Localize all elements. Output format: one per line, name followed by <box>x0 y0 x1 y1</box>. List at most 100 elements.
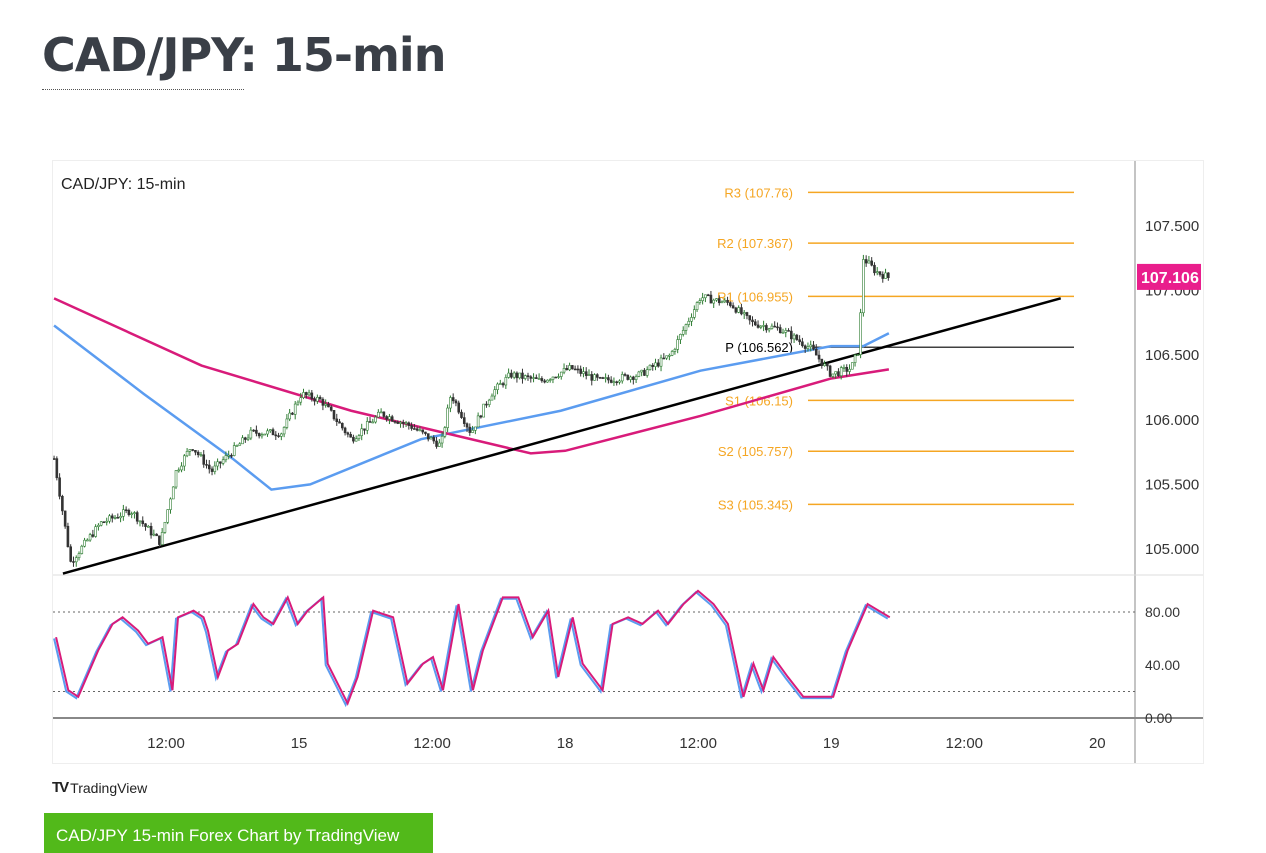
candle-body <box>587 374 591 376</box>
candle-body <box>706 294 710 297</box>
candle-body <box>482 403 485 418</box>
stochastic-d-line <box>55 589 891 706</box>
last-price-badge <box>1137 263 1201 290</box>
candle-body <box>257 433 261 437</box>
candle-body <box>371 421 375 424</box>
candle-body <box>853 354 857 363</box>
candle-body <box>432 437 436 442</box>
candle-body <box>812 344 815 350</box>
candle-body <box>374 416 377 423</box>
candle-body <box>859 312 862 355</box>
candle-body <box>180 465 183 471</box>
candle-body <box>873 264 876 274</box>
candle-body <box>582 371 585 374</box>
candle-body <box>842 366 846 369</box>
candle-body <box>385 416 388 420</box>
candle-body <box>803 345 807 349</box>
trendline <box>62 297 1062 575</box>
pivot-label: S3 (105.345) <box>718 497 793 512</box>
candle-body <box>479 415 483 418</box>
candle-body <box>141 520 145 525</box>
candle-body <box>837 371 840 377</box>
candle-body <box>438 442 441 447</box>
candle-body <box>687 320 691 325</box>
candle-body <box>884 272 887 279</box>
candle-body <box>493 389 497 397</box>
tradingview-logo[interactable]: TV TradingView <box>52 779 147 796</box>
candle-body <box>634 376 638 380</box>
candle-body <box>163 521 167 533</box>
candle-body <box>559 371 563 377</box>
candle-body <box>418 429 422 432</box>
candle-body <box>230 454 233 457</box>
candle-body <box>609 379 613 383</box>
candle-body <box>58 477 61 497</box>
candle-body <box>765 325 768 331</box>
candle-body <box>382 411 386 417</box>
candle-body <box>798 339 801 343</box>
candle-body <box>52 458 56 460</box>
candle-body <box>191 449 194 451</box>
candle-body <box>216 461 219 467</box>
candle-body <box>119 516 122 519</box>
candle-body <box>845 366 849 372</box>
candle-body <box>620 374 624 382</box>
candle-body <box>252 429 255 432</box>
candle-body <box>407 422 411 426</box>
candle-body <box>280 433 283 437</box>
candle-body <box>421 429 424 433</box>
candle-body <box>698 300 702 303</box>
candle-body <box>862 259 865 314</box>
candle-body <box>615 381 619 384</box>
candle-body <box>806 346 810 349</box>
candle-body <box>271 429 275 436</box>
y-tick-label: 107.500 <box>1145 218 1199 235</box>
candle-body <box>712 299 716 304</box>
candle-body <box>462 417 466 424</box>
candle-body <box>546 379 549 383</box>
candle-body <box>349 434 352 438</box>
candle-body <box>715 298 718 301</box>
oscillator-tick-label: 0.00 <box>1145 710 1172 726</box>
candle-body <box>740 307 743 315</box>
candle-body <box>274 434 278 437</box>
chart-source-button[interactable]: CAD/JPY 15-min Forex Chart by TradingVie… <box>44 813 433 853</box>
candle-body <box>88 534 92 541</box>
candle-body <box>122 509 125 517</box>
candle-body <box>227 454 230 457</box>
candle-body <box>446 407 449 428</box>
candle-body <box>302 392 305 398</box>
candle-body <box>415 428 419 431</box>
candle-body <box>784 330 788 333</box>
candle-body <box>593 374 596 381</box>
candle-body <box>404 422 408 425</box>
moving-average-fast <box>53 324 890 491</box>
candle-body <box>260 434 264 437</box>
candle-body <box>701 297 704 301</box>
candle-body <box>792 334 796 340</box>
candle-body <box>681 330 685 335</box>
candle-body <box>537 378 541 380</box>
candle-body <box>726 299 729 303</box>
pivot-label: S2 (105.757) <box>718 444 793 459</box>
x-tick-label: 19 <box>823 735 840 752</box>
candle-body <box>665 355 668 359</box>
candle-body <box>471 429 474 433</box>
candle-body <box>116 517 120 519</box>
candle-body <box>887 272 890 278</box>
candle-body <box>343 427 347 434</box>
candle-body <box>834 371 837 375</box>
candle-body <box>388 416 391 420</box>
candle-body <box>684 324 688 331</box>
candle-body <box>332 410 336 420</box>
candle-body <box>291 412 294 415</box>
candle-body <box>787 330 790 332</box>
price-chart[interactable]: CAD/JPY: 15-min R3 (107.76) R2 (107.367) R… <box>52 161 1205 763</box>
candle-body <box>146 526 150 528</box>
chart-container[interactable]: CAD/JPY: 15-min R3 (107.76) R2 (107.367) R… <box>52 160 1205 764</box>
candle-body <box>487 399 491 405</box>
candle-body <box>640 369 643 373</box>
candle-body <box>74 557 78 563</box>
candle-body <box>504 377 508 386</box>
candle-body <box>629 376 632 380</box>
